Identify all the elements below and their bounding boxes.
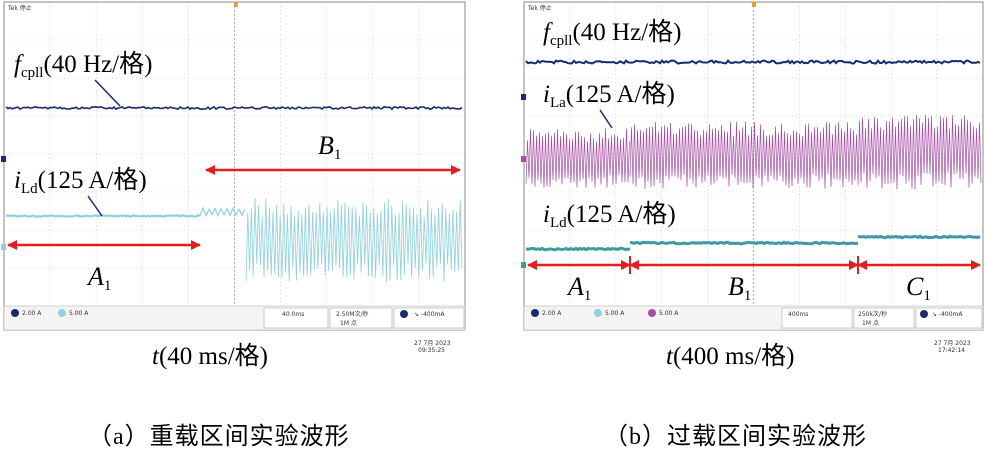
status-ch3-b: 5.00 A [659, 310, 679, 317]
iLd-pre-segment [6, 215, 200, 216]
trigger-marker-b [752, 2, 756, 7]
ch2-marker-b [521, 262, 526, 268]
status-time-a: 09:35:25 [418, 347, 445, 354]
status-ch2-a: 5.00 A [69, 310, 89, 317]
status-ch2-b: 5.00 A [605, 310, 625, 317]
ch2-marker-a [1, 244, 6, 250]
status-timebase-a: 40.0ms [282, 311, 304, 318]
status-trigger-a: ↘ -400mA [414, 311, 445, 318]
status-date-b: 27 7月 2023 [934, 340, 971, 347]
status-points-a: 1M 点 [340, 319, 357, 327]
iLd-step-2 [630, 242, 858, 243]
time-label-a: t(40 ms/格) [152, 342, 268, 370]
status-time-b: 17:42:14 [938, 347, 965, 354]
ch1-marker-a [1, 156, 6, 162]
status-rate-b: 250k次/秒 [858, 310, 887, 318]
ch3-marker-b [521, 156, 526, 162]
status-rate-a: 2.50M次/秒 [336, 310, 369, 318]
caption-a: （a）重载区间实验波形 [88, 423, 350, 450]
status-trigger-b: ↘ -400mA [932, 311, 963, 318]
status-points-b: 1M 点 [862, 319, 879, 327]
panel-b: Tek 停止 fcpll(40 Hz/格) iLa(125 A/格) iLd(1… [521, 2, 983, 450]
iLd-step-1 [526, 248, 630, 249]
status-timebase-b: 400ms [788, 311, 808, 318]
scope-brand-b: Tek 停止 [527, 4, 552, 12]
status-ch1-a: 2.00 A [22, 310, 42, 317]
scope-brand-a: Tek 停止 [7, 4, 32, 12]
time-label-b: t(400 ms/格) [666, 342, 794, 370]
panel-a: Tek 停止 fcpll(40 Hz/格) iLd(125 A/格) A1 B1 [1, 2, 465, 450]
status-date-a: 27 7月 2023 [414, 340, 451, 347]
iLd-step-3 [858, 236, 980, 237]
caption-b: （b）过载区间实验波形 [604, 423, 867, 450]
status-ch1-b: 2.00 A [542, 310, 562, 317]
ch1-marker-b [521, 94, 526, 100]
